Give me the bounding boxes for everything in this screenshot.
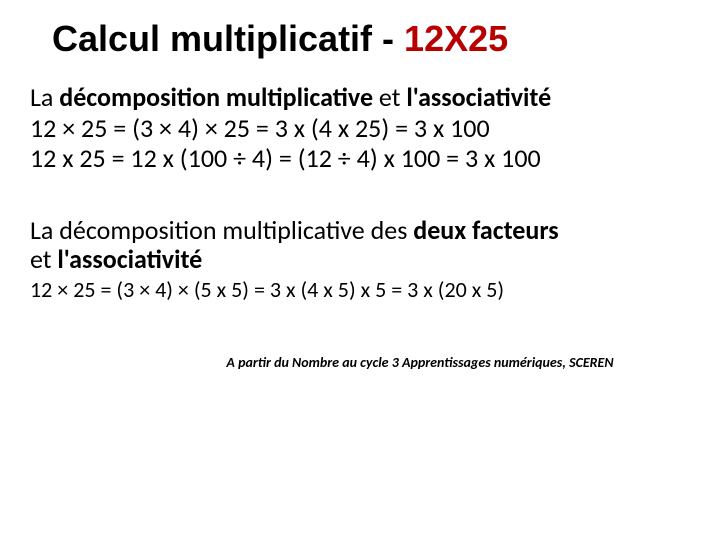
text-mid: et <box>379 81 406 113</box>
title-red-part: 12X25 <box>404 18 508 59</box>
text-bold-1: décomposition multiplicative <box>59 81 379 113</box>
slide-title: Calcul multiplicatif - 12X25 <box>52 18 690 60</box>
text-prefix: La <box>30 81 59 113</box>
section-1-line-2: 12 × 25 = (3 × 4) × 25 = 3 x (4 x 25) = … <box>30 113 690 144</box>
footer-citation: A partir du Nombre au cycle 3 Apprentiss… <box>150 354 690 371</box>
text-prefix: La décomposition multiplicative des <box>30 214 413 246</box>
section-1-heading: La décomposition multiplicative et l'ass… <box>30 82 690 113</box>
text-bold-2: l'associativité <box>406 81 551 113</box>
section-1: La décomposition multiplicative et l'ass… <box>30 82 690 174</box>
section-2-heading: La décomposition multiplicative des deux… <box>30 216 690 273</box>
text-bold: deux facteurs <box>413 214 558 246</box>
section-2-heading-line-1: La décomposition multiplicative des deux… <box>30 216 690 245</box>
text-bold: l'associativité <box>57 243 202 275</box>
section-2-heading-line-2: et l'associativité <box>30 245 690 274</box>
section-2-body: 12 × 25 = (3 × 4) × (5 x 5) = 3 x (4 x 5… <box>30 277 690 303</box>
title-black-part: Calcul multiplicatif - <box>52 18 404 59</box>
text-prefix: et <box>30 243 57 275</box>
section-1-line-3: 12 x 25 = 12 x (100 ÷ 4) = (12 ÷ 4) x 10… <box>30 143 690 174</box>
